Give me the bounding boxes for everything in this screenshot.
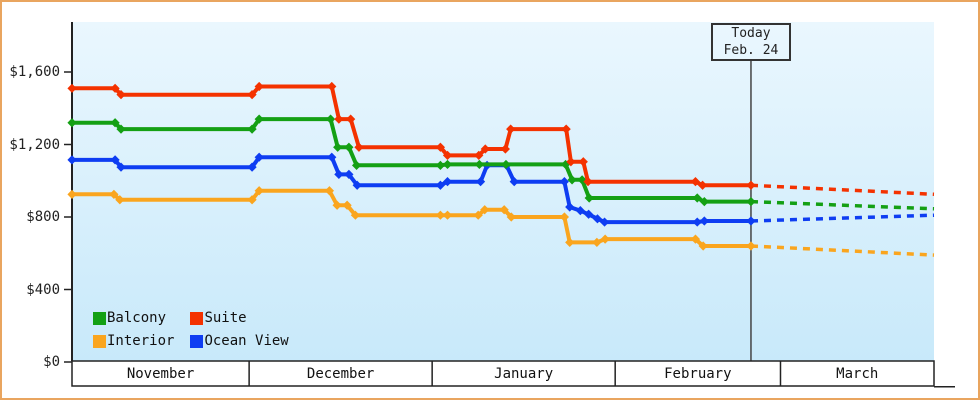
legend-label-ocean-view: Ocean View bbox=[204, 333, 289, 349]
today-date: Feb. 24 bbox=[723, 43, 779, 58]
y-tick-400: $400 bbox=[26, 281, 60, 298]
legend-item-suite: Suite bbox=[190, 310, 288, 326]
month-label-december: December bbox=[306, 366, 375, 382]
series-projection-interior bbox=[750, 244, 935, 257]
month-label-january: January bbox=[494, 366, 554, 382]
today-label: Today bbox=[731, 26, 771, 41]
legend-label-balcony: Balcony bbox=[107, 310, 167, 326]
plot-background bbox=[72, 22, 934, 362]
month-band bbox=[71, 360, 935, 387]
today-marker-box: Today Feb. 24 bbox=[710, 23, 791, 61]
ocean-view-color-swatch bbox=[190, 334, 204, 348]
y-tick-1600: $1,600 bbox=[9, 64, 60, 80]
series-markers-balcony bbox=[67, 114, 756, 207]
series-markers-interior bbox=[67, 186, 756, 251]
legend-item-interior: Interior bbox=[93, 333, 174, 349]
series-line-suite bbox=[72, 84, 751, 188]
legend-item-ocean-view: Ocean View bbox=[190, 333, 289, 349]
month-label-march: March bbox=[836, 366, 879, 382]
series-projection-ocean-view bbox=[750, 213, 935, 223]
balcony-color-swatch bbox=[93, 311, 106, 325]
legend: Balcony Suite Interior Ocean View bbox=[93, 310, 289, 349]
series-line-interior bbox=[72, 188, 751, 248]
month-label-february: February bbox=[664, 366, 732, 382]
series-markers-ocean-view bbox=[67, 152, 756, 227]
series-markers-suite bbox=[67, 81, 756, 190]
month-label-november: November bbox=[126, 366, 195, 382]
interior-color-swatch bbox=[93, 334, 106, 348]
y-tick-800: $800 bbox=[26, 209, 60, 225]
series-projection-suite bbox=[750, 183, 935, 197]
legend-label-interior: Interior bbox=[107, 333, 175, 349]
legend-item-balcony: Balcony bbox=[93, 310, 174, 326]
series-projection-balcony bbox=[750, 199, 935, 211]
suite-color-swatch bbox=[190, 311, 204, 325]
y-tick-1200: $1,200 bbox=[9, 136, 60, 153]
y-tick-0: $0 bbox=[43, 354, 60, 370]
legend-label-suite: Suite bbox=[204, 310, 247, 326]
